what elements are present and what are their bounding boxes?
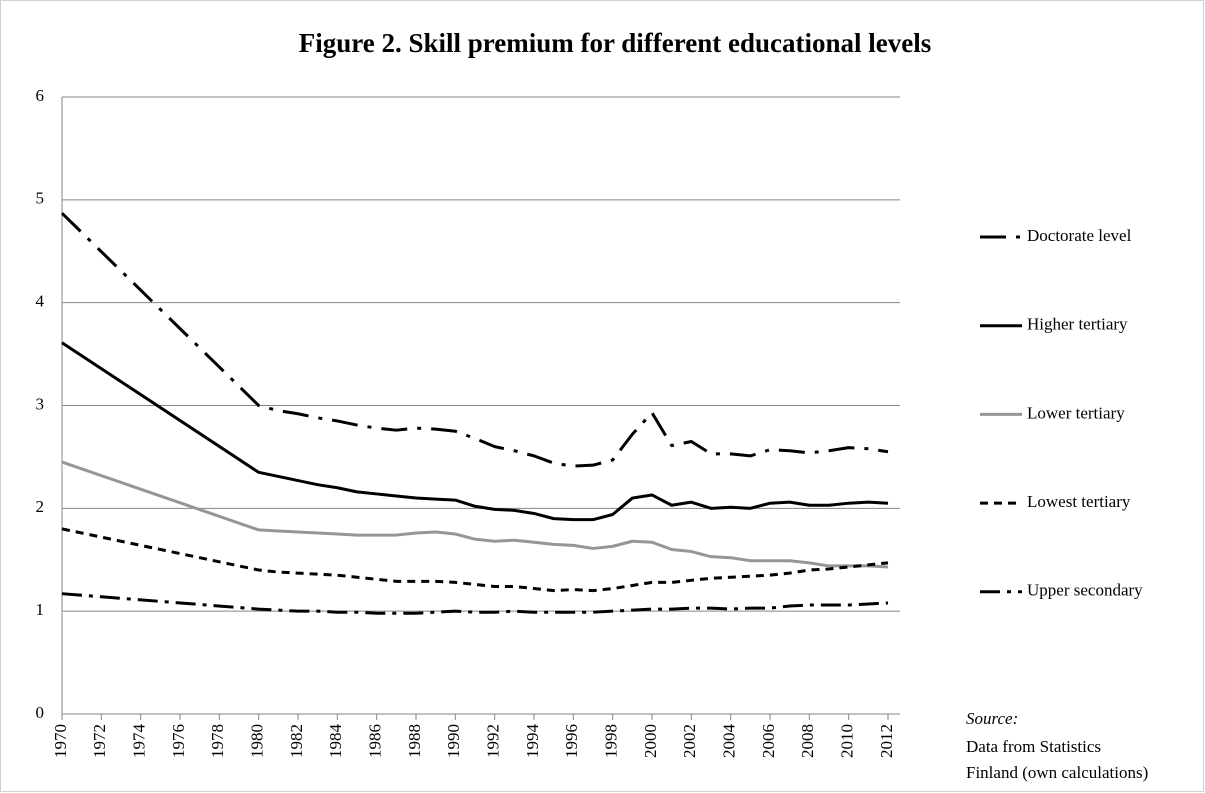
x-tick-label: 2006: [759, 724, 778, 758]
x-tick-label: 2008: [798, 724, 817, 758]
chart-title: Figure 2. Skill premium for different ed…: [299, 28, 931, 58]
data-line: [60, 212, 889, 468]
legend-label: Higher tertiary: [1027, 315, 1128, 334]
x-tick-label: 2004: [720, 724, 739, 759]
y-tick-label: 5: [36, 189, 45, 208]
x-tick-label: 2010: [838, 724, 857, 758]
x-tick-label: 2002: [680, 724, 699, 758]
x-tick-label: 2012: [877, 724, 896, 758]
x-tick-label: 1976: [169, 724, 188, 758]
x-tick-label: 1980: [248, 724, 267, 758]
legend-label: Lower tertiary: [1027, 403, 1125, 422]
y-tick-label: 6: [36, 86, 45, 105]
y-tick-label: 0: [36, 703, 45, 722]
source-text: Data from Statistics: [966, 737, 1101, 756]
x-tick-label: 1998: [602, 724, 621, 758]
x-tick-label: 1994: [523, 724, 542, 759]
y-tick-label: 1: [36, 600, 45, 619]
x-tick-label: 1974: [130, 724, 149, 759]
x-tick-label: 1984: [326, 724, 345, 759]
legend-label: Lowest tertiary: [1027, 492, 1131, 511]
data-line: [61, 592, 889, 615]
y-tick-label: 2: [36, 497, 45, 516]
x-tick-label: 1990: [444, 724, 463, 758]
x-tick-label: 1982: [287, 724, 306, 758]
source-label: Source:: [966, 709, 1018, 728]
x-tick-label: 1992: [484, 724, 503, 758]
x-tick-label: 1972: [90, 724, 109, 758]
x-tick-label: 1996: [562, 724, 581, 758]
x-tick-label: 1978: [208, 724, 227, 758]
y-tick-label: 3: [36, 394, 45, 413]
x-tick-label: 1986: [366, 724, 385, 758]
source-text: Finland (own calculations): [966, 763, 1148, 782]
legend-label: Upper secondary: [1027, 581, 1143, 600]
data-line: [61, 460, 889, 569]
y-tick-label: 4: [36, 292, 45, 311]
x-tick-label: 1970: [51, 724, 70, 758]
legend-label: Doctorate level: [1027, 226, 1132, 245]
data-line: [61, 341, 889, 522]
x-tick-label: 2000: [641, 724, 660, 758]
x-tick-label: 1988: [405, 724, 424, 758]
data-line: [61, 527, 889, 593]
